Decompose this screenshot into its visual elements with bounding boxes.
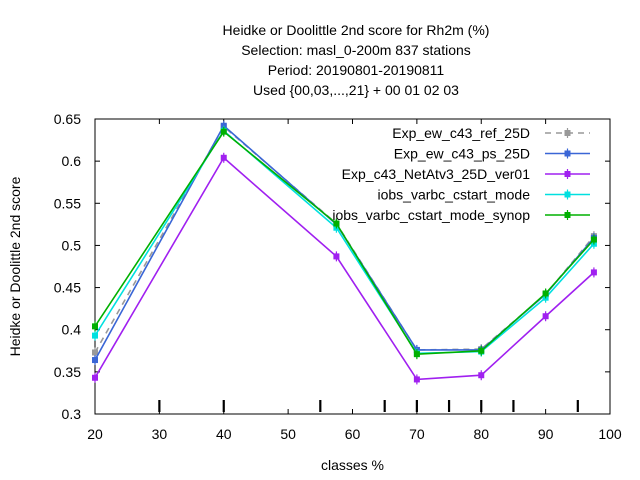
title-line-2: Selection: masl_0-200m 837 stations	[241, 42, 471, 58]
x-axis-label: classes %	[321, 457, 384, 473]
data-point	[220, 152, 227, 163]
legend-marker	[564, 148, 571, 159]
series-5	[92, 126, 597, 360]
y-tick-label: 0.3	[62, 406, 82, 422]
legend-label: Exp_ew_c43_ps_25D	[394, 146, 530, 162]
legend-label: iobs_varbc_cstart_mode_synop	[332, 207, 530, 223]
data-point	[542, 311, 549, 322]
data-point	[478, 345, 485, 356]
x-tick-label: 80	[473, 426, 489, 442]
series-layer	[92, 120, 597, 385]
data-point	[413, 349, 420, 360]
data-point	[220, 126, 227, 137]
data-point	[590, 234, 597, 245]
legend-marker	[564, 210, 571, 220]
data-point	[542, 288, 549, 299]
x-tick-label: 30	[152, 426, 168, 442]
plot-frame	[94, 118, 611, 415]
legend-label: Exp_ew_c43_ref_25D	[392, 125, 530, 141]
chart-title: Heidke or Doolittle 2nd score for Rh2m (…	[223, 22, 490, 98]
legend-marker	[564, 169, 571, 179]
title-line-1: Heidke or Doolittle 2nd score for Rh2m (…	[223, 22, 490, 38]
legend-marker	[564, 128, 571, 138]
y-tick-label: 0.45	[54, 280, 81, 296]
y-tick-label: 0.4	[62, 322, 82, 338]
y-tick-label: 0.5	[62, 237, 82, 253]
title-line-3: Period: 20190801-20190811	[268, 62, 445, 78]
x-tick-label: 50	[280, 426, 296, 442]
legend-item: iobs_varbc_cstart_mode	[377, 187, 590, 203]
x-tick-label: 60	[345, 426, 361, 442]
data-point	[333, 251, 340, 262]
x-tick-label: 100	[598, 426, 622, 442]
y-tick-label: 0.55	[54, 195, 81, 211]
y-tick-label: 0.65	[54, 111, 81, 127]
data-point	[92, 330, 98, 341]
legend-item: Exp_ew_c43_ref_25D	[392, 125, 590, 141]
data-point	[478, 370, 485, 381]
legend-label: iobs_varbc_cstart_mode	[377, 187, 530, 203]
y-tick-label: 0.35	[54, 364, 81, 380]
y-tick-label: 0.6	[62, 153, 82, 169]
legend: Exp_ew_c43_ref_25D Exp_ew_c43_ps_25D Exp_c…	[332, 125, 590, 223]
data-point	[92, 355, 98, 366]
legend-label: Exp_c43_NetAtv3_25D_ver01	[342, 166, 531, 182]
x-tick-label: 20	[87, 426, 103, 442]
data-point	[92, 372, 98, 383]
bottom-marks	[158, 400, 579, 412]
title-line-4: Used {00,03,...,21} + 00 01 02 03	[253, 82, 459, 98]
x-tick-label: 70	[409, 426, 425, 442]
y-axis-label: Heidke or Doolittle 2nd score	[7, 176, 23, 356]
x-tick-label: 40	[216, 426, 232, 442]
data-point	[590, 267, 597, 278]
legend-marker	[564, 189, 571, 200]
legend-item: Exp_ew_c43_ps_25D	[394, 146, 590, 162]
legend-item: Exp_c43_NetAtv3_25D_ver01	[342, 166, 590, 182]
data-point	[333, 218, 340, 229]
axis-ticks: 20 30 40 50 60 70 80 90 100 0.3 0.35 0.4 0.45 0.5 0.55…	[54, 111, 622, 442]
plot-area	[94, 118, 611, 415]
series-3	[92, 152, 597, 385]
data-point	[413, 374, 420, 385]
x-tick-label: 90	[538, 426, 554, 442]
data-point	[92, 321, 98, 332]
legend-item: iobs_varbc_cstart_mode_synop	[332, 207, 590, 223]
series-line	[94, 129, 595, 355]
